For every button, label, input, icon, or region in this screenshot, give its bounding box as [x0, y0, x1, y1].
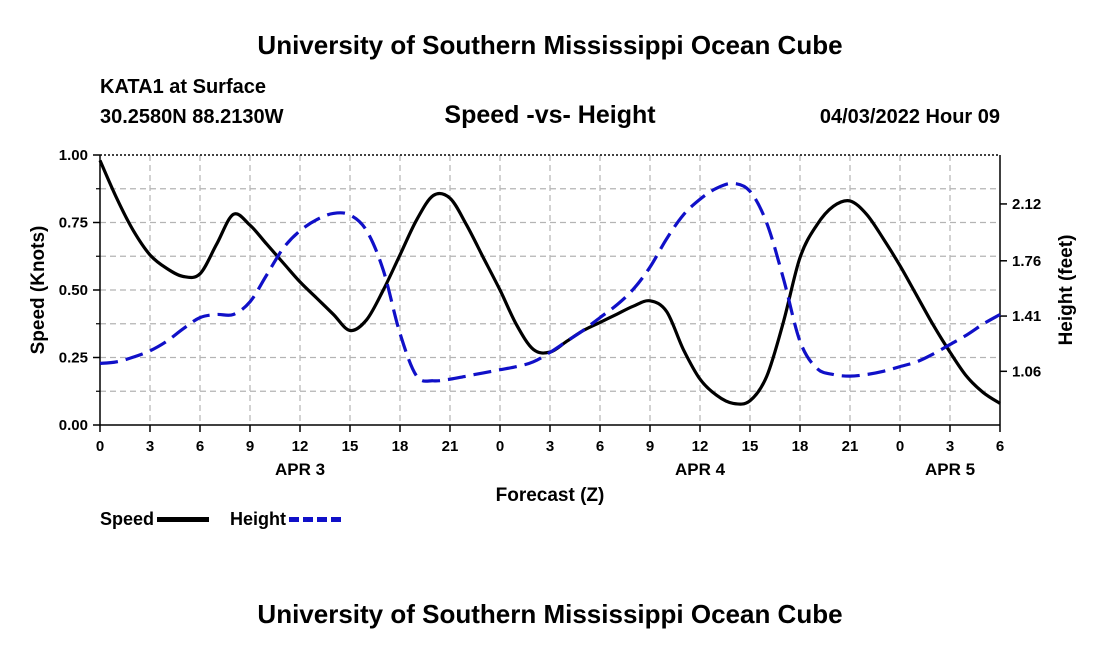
- y-left-axis-title: Speed (Knots): [28, 226, 49, 355]
- x-tick-label: 9: [646, 438, 654, 455]
- x-tick-label: 12: [292, 438, 309, 455]
- y-left-tick-label: 0.25: [59, 350, 88, 367]
- x-tick-label: 15: [342, 438, 359, 455]
- y-left-tick-label: 0.50: [59, 282, 88, 299]
- x-tick-label: 6: [196, 438, 204, 455]
- timestamp-label: 04/03/2022 Hour 09: [819, 106, 1000, 128]
- y-right-tick-label: 1.06: [1012, 363, 1041, 380]
- y-right-tick-label: 1.41: [1012, 308, 1041, 325]
- x-tick-label: 18: [392, 438, 409, 455]
- x-tick-label: 12: [692, 438, 709, 455]
- legend-speed-swatch: [157, 517, 210, 522]
- chart: 0 3 6 9 12 15 18 21 0 3 6 9 12 15 18 21 0 3 6 APR 3 APR 4 APR…: [28, 147, 1077, 506]
- x-tick-label: 0: [896, 438, 904, 455]
- legend-height-swatch: [289, 517, 341, 522]
- y-left-tick-label: 1.00: [59, 147, 88, 164]
- x-tick-label: 0: [496, 438, 504, 455]
- footer-title: University of Southern Mississippi Ocean…: [257, 599, 843, 629]
- legend-height-label: Height: [230, 509, 286, 529]
- legend-speed-label: Speed: [100, 509, 155, 529]
- x-tick-label: 3: [946, 438, 954, 455]
- x-tick-label: 6: [596, 438, 604, 455]
- y-right-axis-title: Height (feet): [1056, 235, 1077, 346]
- legend-height: Height: [230, 509, 341, 530]
- x-axis-title: Forecast (Z): [496, 485, 605, 506]
- page-title: University of Southern Mississippi Ocean…: [257, 30, 843, 60]
- x-tick-label: 6: [996, 438, 1004, 455]
- x-tick-label: 18: [792, 438, 809, 455]
- y-left-tick-label: 0.75: [59, 215, 88, 232]
- x-tick-label: 21: [442, 438, 459, 455]
- x-tick-label: 0: [96, 438, 104, 455]
- x-tick-label: 3: [546, 438, 554, 455]
- x-tick-label: 21: [842, 438, 859, 455]
- x-date-label: APR 4: [675, 460, 726, 479]
- y-right-tick-label: 2.12: [1012, 196, 1041, 213]
- y-right-tick-label: 1.76: [1012, 253, 1041, 270]
- y-left-tick-label: 0.00: [59, 417, 88, 434]
- legend-speed: Speed: [100, 509, 210, 530]
- x-tick-label: 9: [246, 438, 254, 455]
- station-label: KATA1 at Surface: [100, 76, 266, 98]
- x-tick-label: 3: [146, 438, 154, 455]
- chart-title: Speed -vs- Height: [444, 101, 656, 129]
- coordinates-label: 30.2580N 88.2130W: [100, 106, 284, 128]
- x-date-label: APR 3: [275, 460, 325, 479]
- x-date-label: APR 5: [925, 460, 975, 479]
- series-line-height: [99, 181, 1001, 383]
- x-tick-label: 15: [742, 438, 759, 455]
